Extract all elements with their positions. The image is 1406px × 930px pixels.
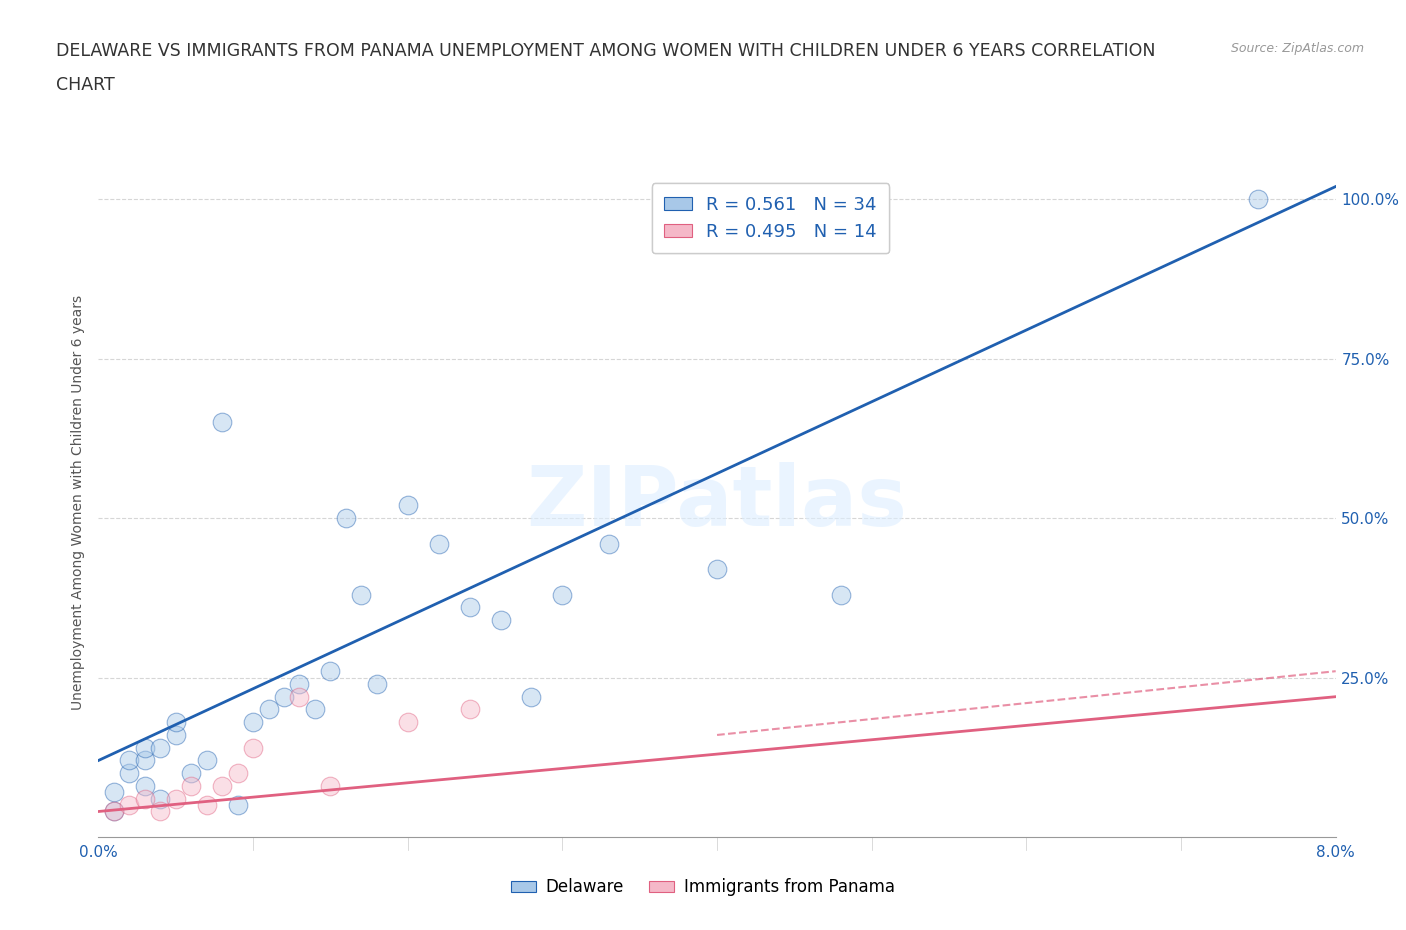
Point [319, 664, 342, 679]
Point [134, 753, 156, 768]
Point [103, 804, 125, 819]
Point [458, 600, 481, 615]
Point [273, 689, 295, 704]
Point [226, 798, 249, 813]
Point [1247, 192, 1270, 206]
Point [211, 778, 233, 793]
Point [165, 791, 187, 806]
Point [304, 702, 326, 717]
Point [118, 753, 141, 768]
Legend: R = 0.561   N = 34, R = 0.495   N = 14: R = 0.561 N = 34, R = 0.495 N = 14 [652, 183, 889, 254]
Point [103, 804, 125, 819]
Point [335, 511, 357, 525]
Point [288, 676, 311, 691]
Point [366, 676, 388, 691]
Point [195, 798, 218, 813]
Legend: Delaware, Immigrants from Panama: Delaware, Immigrants from Panama [505, 871, 901, 903]
Point [242, 740, 264, 755]
Point [489, 613, 512, 628]
Text: Source: ZipAtlas.com: Source: ZipAtlas.com [1230, 42, 1364, 55]
Point [134, 778, 156, 793]
Point [427, 537, 450, 551]
Point [350, 587, 373, 602]
Point [118, 765, 141, 780]
Point [288, 689, 311, 704]
Point [149, 791, 172, 806]
Point [149, 740, 172, 755]
Point [458, 702, 481, 717]
Point [706, 562, 728, 577]
Text: CHART: CHART [56, 76, 115, 94]
Point [242, 715, 264, 730]
Point [211, 415, 233, 430]
Point [103, 785, 125, 800]
Point [134, 740, 156, 755]
Point [118, 798, 141, 813]
Point [830, 587, 852, 602]
Point [396, 498, 419, 512]
Point [180, 765, 202, 780]
Point [134, 791, 156, 806]
Point [598, 537, 620, 551]
Point [226, 765, 249, 780]
Point [551, 587, 574, 602]
Point [195, 753, 218, 768]
Point [165, 715, 187, 730]
Point [180, 778, 202, 793]
Point [257, 702, 280, 717]
Point [149, 804, 172, 819]
Text: DELAWARE VS IMMIGRANTS FROM PANAMA UNEMPLOYMENT AMONG WOMEN WITH CHILDREN UNDER : DELAWARE VS IMMIGRANTS FROM PANAMA UNEMP… [56, 42, 1156, 60]
Point [165, 727, 187, 742]
Y-axis label: Unemployment Among Women with Children Under 6 years: Unemployment Among Women with Children U… [72, 295, 86, 710]
Text: ZIPatlas: ZIPatlas [527, 461, 907, 543]
Point [319, 778, 342, 793]
Point [396, 715, 419, 730]
Point [520, 689, 543, 704]
